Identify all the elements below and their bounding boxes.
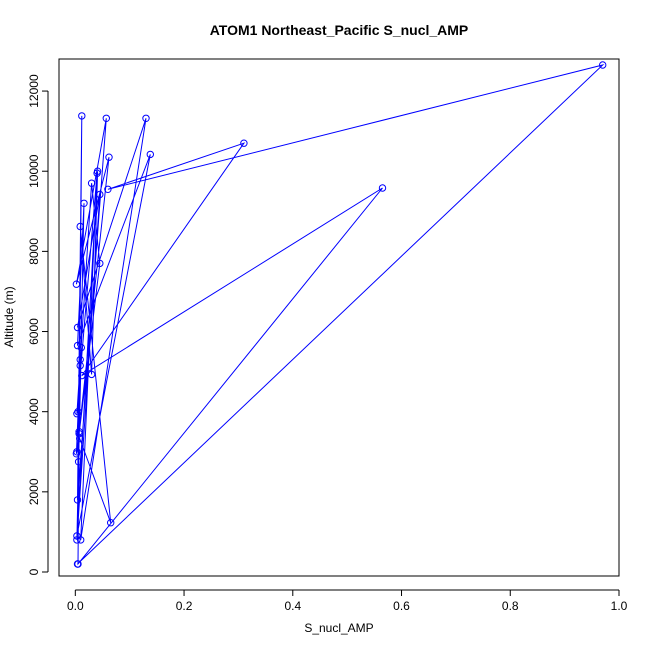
- x-tick-label: 1.0: [611, 599, 628, 613]
- y-tick-label: 4000: [27, 398, 41, 425]
- data-point: [87, 370, 96, 379]
- data-point: [76, 434, 84, 443]
- data-point: [105, 153, 113, 161]
- data-point: [87, 179, 96, 187]
- data-point: [72, 450, 81, 458]
- data-point: [77, 343, 86, 352]
- data-point: [73, 536, 81, 544]
- series-markers: [72, 61, 607, 568]
- y-tick-label: 2000: [27, 478, 41, 505]
- x-tick-label: 0.2: [176, 599, 193, 613]
- y-tick-label: 10000: [27, 154, 41, 188]
- data-point: [73, 323, 82, 332]
- data-point: [142, 114, 150, 123]
- series-line: [75, 64, 605, 566]
- data-point: [76, 222, 84, 231]
- x-tick-label: 0.6: [393, 599, 410, 613]
- data-point: [76, 361, 84, 370]
- data-point: [73, 341, 82, 350]
- data-point: [78, 112, 86, 120]
- y-tick-label: 8000: [27, 238, 41, 265]
- y-axis-label: Altitude (m): [2, 286, 16, 347]
- data-point: [77, 536, 85, 544]
- data-point: [74, 408, 82, 416]
- x-tick-label: 0.4: [284, 599, 301, 613]
- data-point: [74, 458, 83, 466]
- y-axis: 0 2000 4000 6000 8000 10000 12000: [27, 74, 49, 575]
- data-point: [73, 496, 82, 504]
- x-axis: 0.0 0.2 0.4 0.6 0.8 1.0: [67, 589, 628, 613]
- data-point: [599, 61, 607, 69]
- data-point: [78, 371, 86, 380]
- y-tick-label: 0: [27, 568, 41, 575]
- data-point: [93, 167, 102, 175]
- data-point: [146, 150, 155, 159]
- data-point: [102, 114, 111, 123]
- data-point: [107, 519, 115, 527]
- data-point: [378, 184, 387, 192]
- series-lines: [75, 64, 605, 566]
- data-point: [72, 280, 81, 288]
- data-point: [96, 259, 104, 268]
- y-tick-label: 6000: [27, 318, 41, 345]
- plot-area-border: [58, 58, 620, 577]
- y-tick-label: 12000: [27, 74, 41, 108]
- data-point: [80, 199, 88, 208]
- x-tick-label: 0.0: [67, 599, 84, 613]
- data-point: [73, 532, 81, 540]
- chart-title: ATOM1 Northeast_Pacific S_nucl_AMP: [210, 22, 469, 38]
- x-axis-label: S_nucl_AMP: [304, 621, 373, 635]
- data-point: [75, 430, 83, 438]
- data-point: [240, 139, 248, 147]
- x-tick-label: 0.8: [502, 599, 519, 613]
- data-point: [96, 190, 104, 199]
- data-point: [74, 560, 82, 568]
- data-point: [104, 185, 112, 194]
